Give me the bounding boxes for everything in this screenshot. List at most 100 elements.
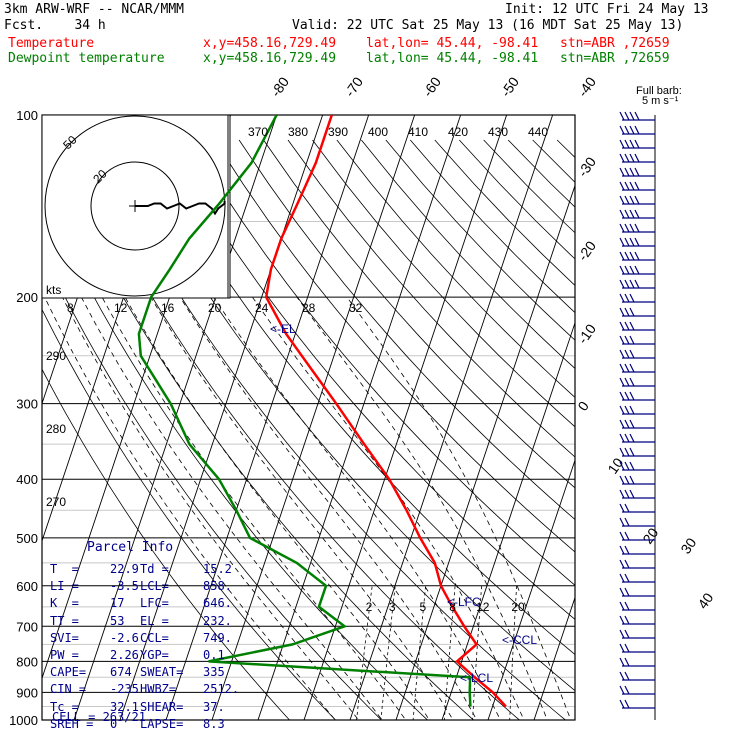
wind-barb-flag bbox=[619, 195, 625, 205]
wind-barb-flag bbox=[629, 475, 635, 485]
wind-barb-flag bbox=[619, 153, 625, 163]
isotherm--20 bbox=[303, 115, 508, 720]
isotherm--130 bbox=[0, 115, 1, 733]
wind-barb-flag bbox=[624, 167, 630, 177]
wind-barb-flag bbox=[619, 335, 625, 345]
wind-barb-flag bbox=[634, 209, 640, 219]
wind-barb-flag bbox=[629, 391, 635, 401]
dry-adiabat-500 bbox=[556, 139, 575, 158]
isotherm-label--20: -20 bbox=[574, 238, 599, 264]
parcel-v1-6: 674 bbox=[110, 665, 132, 680]
isotherm-label--10: -10 bbox=[574, 321, 599, 347]
parcel-v2-4: 749. bbox=[203, 630, 232, 645]
wind-barb-flag bbox=[624, 433, 630, 443]
pressure-label-300: 300 bbox=[16, 397, 38, 412]
theta-label-390: 390 bbox=[328, 125, 348, 139]
dry-adiabat-480 bbox=[507, 139, 575, 208]
wind-barb-flag bbox=[624, 223, 630, 233]
wind-barb-flag bbox=[624, 559, 630, 569]
pressure-label-1000: 1000 bbox=[9, 713, 38, 728]
wind-barb-flag bbox=[629, 125, 635, 135]
wind-barb-flag bbox=[634, 181, 640, 191]
mixing-ratio-20 bbox=[509, 585, 517, 720]
mixing-ratio-12 bbox=[472, 585, 483, 720]
speed-label-20: 20 bbox=[208, 301, 222, 315]
isotherm-label--80: -80 bbox=[267, 74, 292, 100]
barb-legend-line2: 5 m s⁻¹ bbox=[642, 95, 679, 107]
wind-barb-flag bbox=[624, 139, 630, 149]
wind-barb-flag bbox=[629, 111, 635, 121]
model-name: 3km ARW-WRF -- NCAR/MMM bbox=[4, 2, 185, 17]
wind-barb-flag bbox=[624, 629, 630, 639]
dry-adiabat-390 bbox=[287, 139, 575, 458]
wind-barb-flag bbox=[629, 195, 635, 205]
isotherm--50 bbox=[165, 115, 370, 720]
wind-barb-flag bbox=[619, 139, 625, 149]
wind-barb-flag bbox=[624, 391, 630, 401]
wind-barb-flag bbox=[629, 265, 635, 275]
isotherm--70 bbox=[73, 115, 278, 720]
parcel-l1-6: CAPE= bbox=[50, 665, 87, 680]
parcel-l1-3: TT = bbox=[50, 613, 79, 628]
isotherm-label-10: 10 bbox=[604, 455, 626, 477]
dry-adiabat-560 bbox=[704, 140, 740, 733]
pressure-label-800: 800 bbox=[16, 654, 38, 669]
wind-barb-flag bbox=[629, 237, 635, 247]
parcel-v1-8: 32.1 bbox=[110, 699, 139, 714]
isotherm-label--40: -40 bbox=[574, 74, 599, 100]
parcel-l1-2: K = bbox=[50, 596, 79, 611]
pressure-label-600: 600 bbox=[16, 579, 38, 594]
parcel-l2-6: SWEAT= bbox=[140, 665, 184, 680]
dry-adiabat-530 bbox=[631, 140, 740, 733]
isotherm--30 bbox=[257, 115, 462, 720]
isotherm-label-30: 30 bbox=[677, 535, 699, 557]
level-marker-lcl: <-LCL bbox=[460, 671, 493, 685]
pressure-label-700: 700 bbox=[16, 619, 38, 634]
parcel-v2-3: 232. bbox=[203, 613, 232, 628]
mixing-ratio-8 bbox=[443, 585, 456, 720]
parcel-l2-7: HWBZ= bbox=[140, 682, 177, 697]
dewpoint-latlon: lat,lon= 45.44, -98.41 bbox=[366, 51, 539, 66]
wind-barb-flag bbox=[624, 209, 630, 219]
dry-adiabat-510 bbox=[582, 140, 740, 733]
forecast-hour: Fcst. 34 h bbox=[4, 18, 106, 33]
parcel-v2-1: 858. bbox=[203, 579, 232, 594]
dewpoint-coords: x,y=458.16,729.49 bbox=[203, 51, 337, 66]
wind-barb-flag bbox=[619, 405, 625, 415]
parcel-v1-7: -235 bbox=[110, 682, 139, 697]
dry-adiabat-280 bbox=[42, 192, 429, 720]
wind-barb-flag bbox=[624, 195, 630, 205]
theta-label-400: 400 bbox=[368, 125, 388, 139]
wind-barb-flag bbox=[629, 335, 635, 345]
dry-adiabat-370 bbox=[238, 139, 575, 521]
hodograph-trace bbox=[135, 201, 226, 216]
wind-barb-flag bbox=[624, 657, 630, 667]
level-marker-ccl: <-CCL bbox=[502, 633, 537, 647]
wind-barb-flag bbox=[619, 391, 625, 401]
wind-barb-flag bbox=[619, 447, 625, 457]
wind-barb-flag bbox=[624, 573, 630, 583]
isotherm-50 bbox=[622, 115, 740, 733]
wind-barb-flag bbox=[624, 125, 630, 135]
isotherm-0 bbox=[395, 184, 575, 720]
parcel-v2-9: 8.3 bbox=[203, 716, 225, 731]
wind-barb-flag bbox=[624, 531, 630, 541]
wind-barb-flag bbox=[619, 293, 625, 303]
parcel-v1-2: 17 bbox=[110, 596, 125, 611]
wind-barb-flag bbox=[619, 685, 625, 695]
wind-barb-flag bbox=[624, 307, 630, 317]
wind-barb-flag bbox=[619, 461, 625, 471]
parcel-v2-2: 646. bbox=[203, 596, 232, 611]
wind-barb-flag bbox=[624, 475, 630, 485]
parcel-v2-7: 2512. bbox=[203, 682, 240, 697]
pressure-label-400: 400 bbox=[16, 472, 38, 487]
dry-adiabat-540 bbox=[655, 140, 740, 733]
wind-barb-flag bbox=[634, 279, 640, 289]
dry-adiabat-420 bbox=[361, 139, 575, 369]
parcel-l2-1: LCL= bbox=[140, 579, 169, 594]
wind-barb-flag bbox=[619, 503, 625, 513]
wind-barb-flag bbox=[624, 587, 630, 597]
parcel-l2-8: SHEAR= bbox=[140, 699, 184, 714]
temperature-station: stn=ABR ,72659 bbox=[560, 36, 670, 51]
